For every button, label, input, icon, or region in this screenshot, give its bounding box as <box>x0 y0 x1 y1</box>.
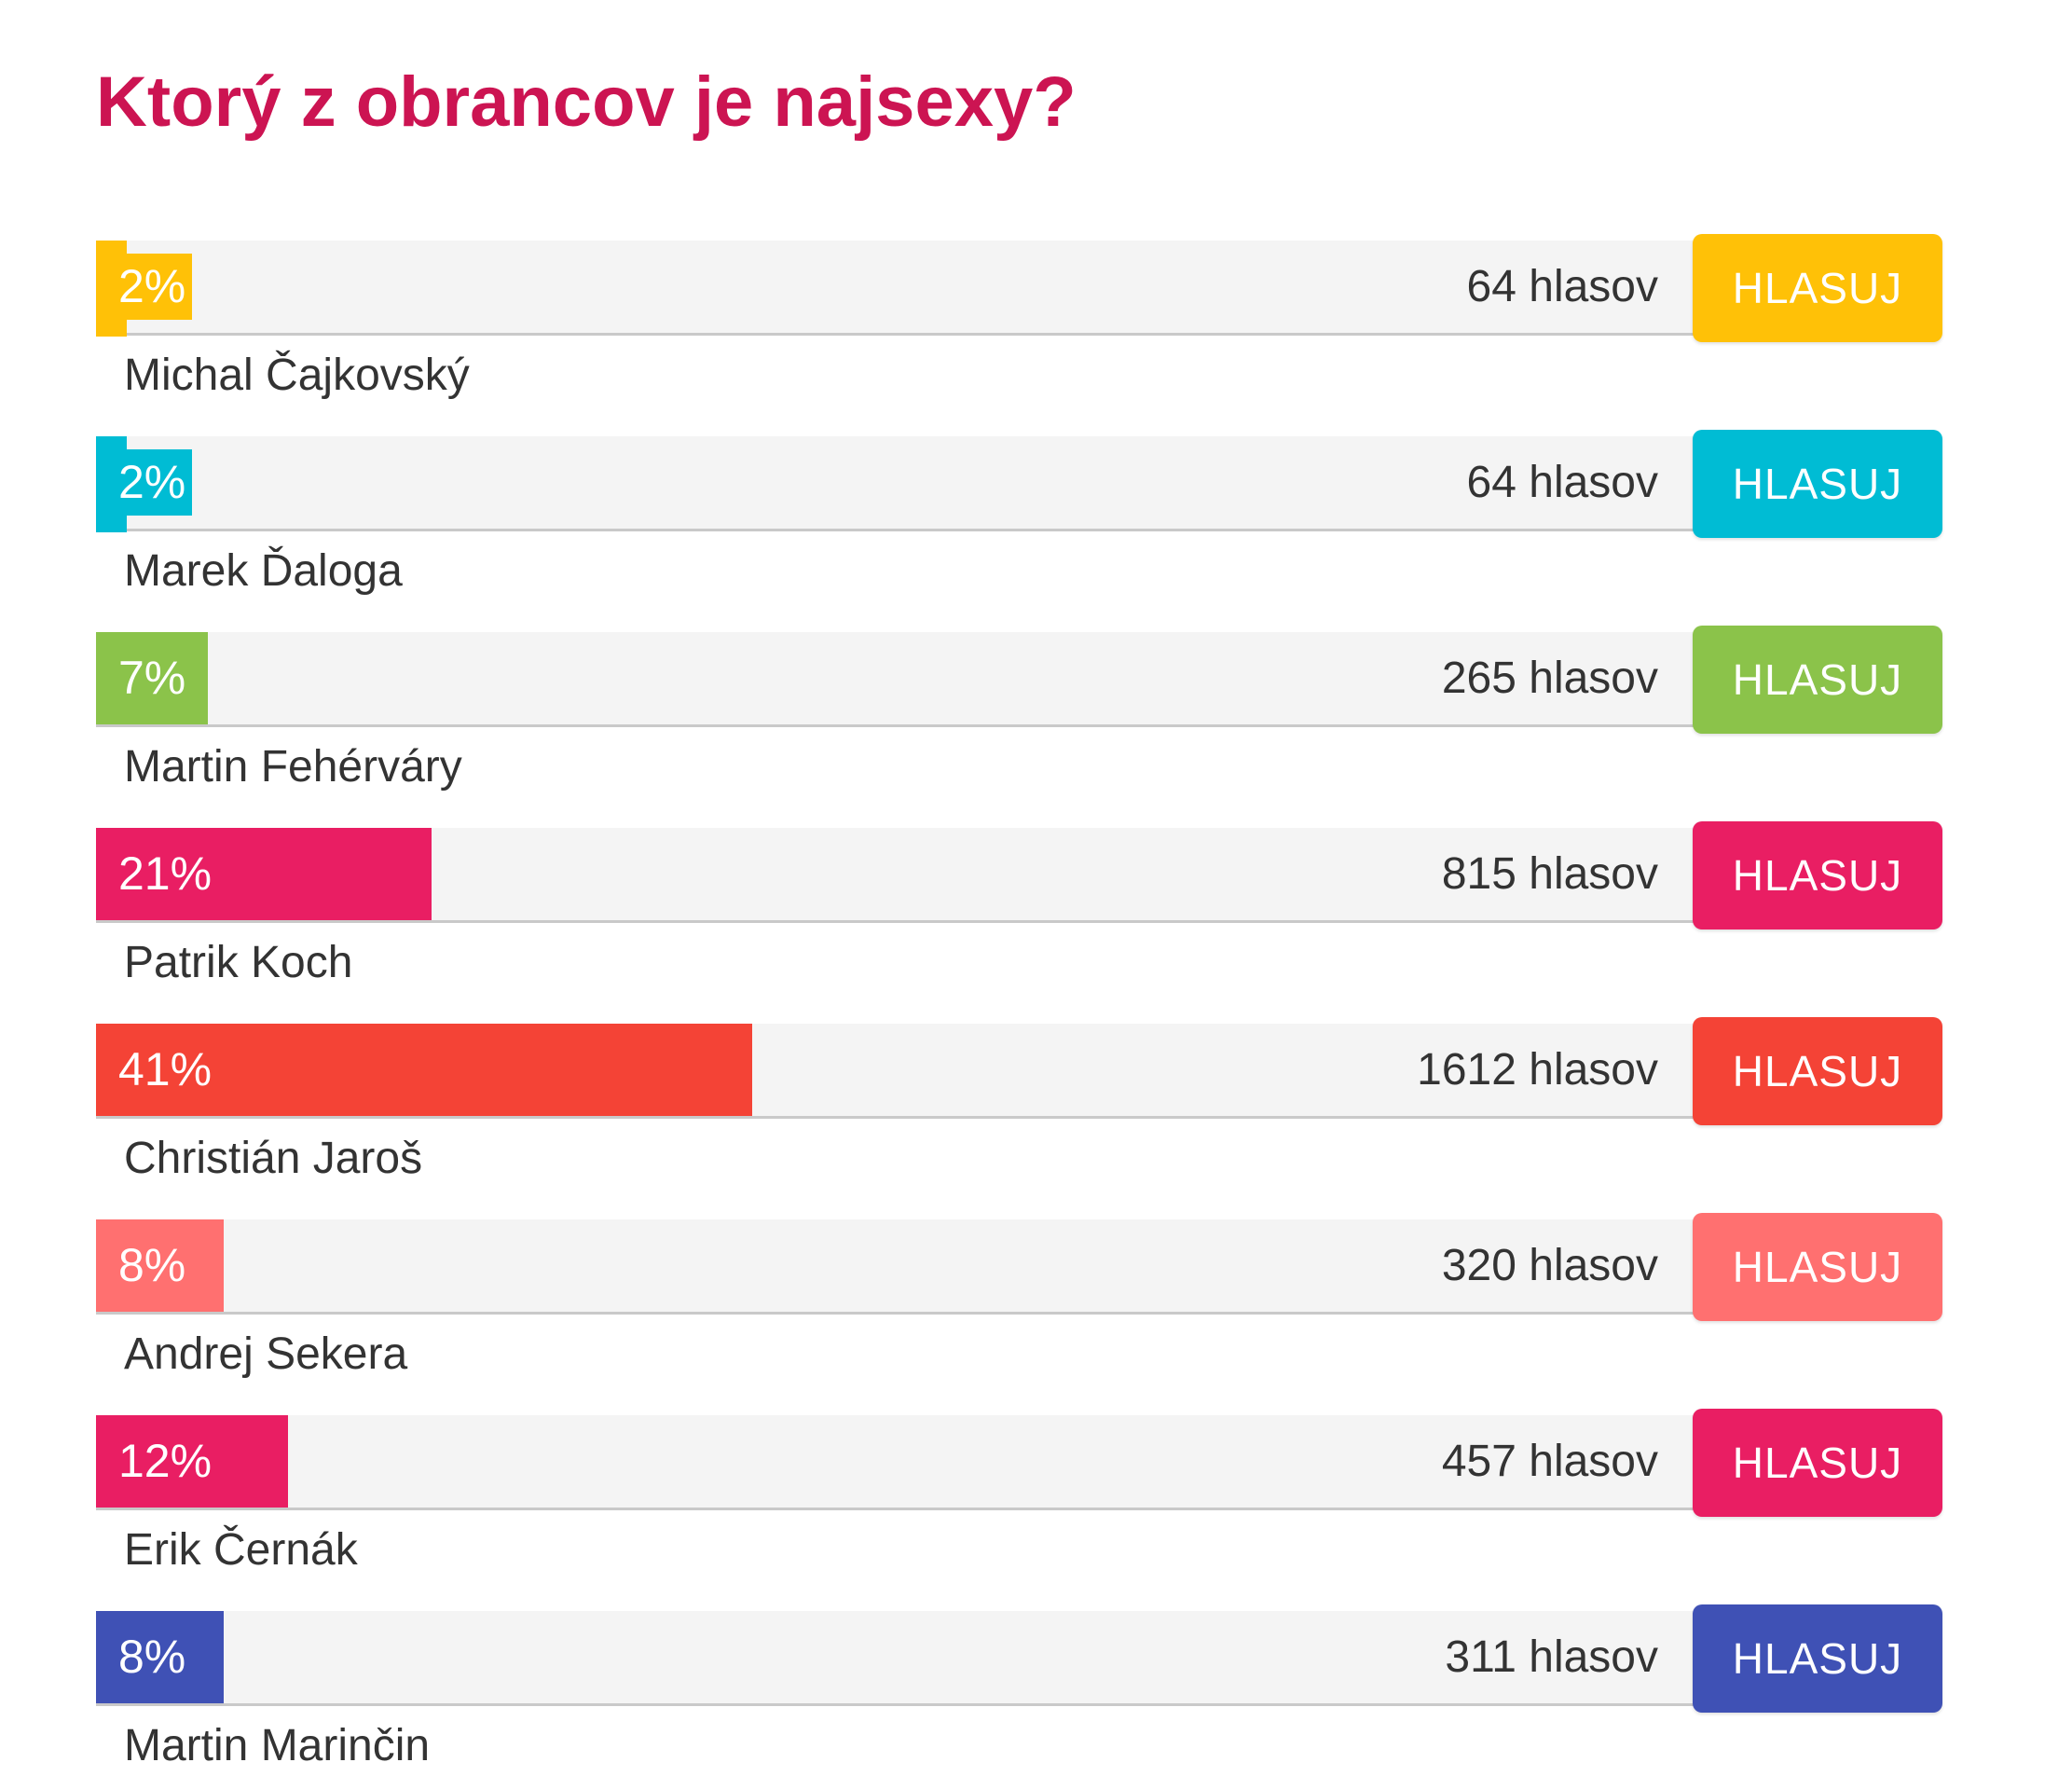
option-name: Martin Marinčin <box>124 1721 431 1770</box>
result-bar-track: 2% 64 hlasov <box>96 241 1695 337</box>
poll-option: 41% 1612 hlasov HLASUJ Christián Jaroš <box>96 1014 1960 1191</box>
vote-count: 1612 hlasov <box>1417 1045 1658 1095</box>
vote-count: 457 hlasov <box>1441 1437 1658 1486</box>
option-name: Patrik Koch <box>124 938 353 987</box>
result-bar-fill <box>96 1415 288 1508</box>
result-bar-track: 2% 64 hlasov <box>96 436 1695 532</box>
result-bar-track: 7% 265 hlasov <box>96 632 1695 727</box>
vote-button[interactable]: HLASUJ <box>1693 821 1942 929</box>
vote-button[interactable]: HLASUJ <box>1693 626 1942 734</box>
option-name: Michal Čajkovský <box>124 351 470 400</box>
vote-count: 64 hlasov <box>1466 458 1658 507</box>
vote-count: 815 hlasov <box>1441 849 1658 899</box>
percent-label: 8% <box>118 1239 186 1291</box>
result-bar-fill <box>96 828 432 920</box>
vote-count: 311 hlasov <box>1445 1632 1658 1682</box>
percent-label: 8% <box>118 1631 186 1683</box>
result-bar-track: 12% 457 hlasov <box>96 1415 1695 1510</box>
poll-option: 8% 311 hlasov HLASUJ Martin Marinčin <box>96 1602 1960 1779</box>
vote-button[interactable]: HLASUJ <box>1693 234 1942 342</box>
result-bar-track: 41% 1612 hlasov <box>96 1024 1695 1119</box>
percent-label: 12% <box>118 1435 213 1487</box>
poll-option: 12% 457 hlasov HLASUJ Erik Černák <box>96 1406 1960 1583</box>
result-bar-track: 8% 320 hlasov <box>96 1219 1695 1315</box>
vote-button[interactable]: HLASUJ <box>1693 430 1942 538</box>
poll-option: 7% 265 hlasov HLASUJ Martin Fehérváry <box>96 623 1960 800</box>
poll-option: 8% 320 hlasov HLASUJ Andrej Sekera <box>96 1210 1960 1387</box>
percent-label: 2% <box>118 456 186 508</box>
poll-title: Ktorý z obrancov je najsexy? <box>96 62 1077 142</box>
poll-option: 2% 64 hlasov HLASUJ Michal Čajkovský <box>96 231 1960 408</box>
percent-label: 21% <box>118 847 213 900</box>
percent-label: 2% <box>118 260 186 312</box>
result-bar-track: 21% 815 hlasov <box>96 828 1695 923</box>
option-name: Martin Fehérváry <box>124 742 462 792</box>
option-name: Marek Ďaloga <box>124 546 403 596</box>
vote-button[interactable]: HLASUJ <box>1693 1213 1942 1321</box>
percent-label: 7% <box>118 652 186 704</box>
option-name: Erik Černák <box>124 1525 358 1575</box>
vote-count: 64 hlasov <box>1466 262 1658 311</box>
percent-label: 41% <box>118 1043 213 1095</box>
result-bar-track: 8% 311 hlasov <box>96 1611 1695 1706</box>
result-bar-fill <box>96 436 192 532</box>
vote-button[interactable]: HLASUJ <box>1693 1409 1942 1517</box>
option-name: Christián Jaroš <box>124 1134 423 1183</box>
vote-count: 265 hlasov <box>1441 654 1658 703</box>
vote-button[interactable]: HLASUJ <box>1693 1604 1942 1713</box>
poll-option: 2% 64 hlasov HLASUJ Marek Ďaloga <box>96 427 1960 604</box>
vote-count: 320 hlasov <box>1441 1241 1658 1290</box>
result-bar-fill <box>96 1611 224 1703</box>
result-bar-fill <box>96 241 192 337</box>
option-name: Andrej Sekera <box>124 1329 408 1379</box>
result-bar-fill <box>96 1219 224 1312</box>
vote-button[interactable]: HLASUJ <box>1693 1017 1942 1125</box>
result-bar-fill <box>96 1024 752 1116</box>
result-bar-fill <box>96 632 208 724</box>
poll-option: 21% 815 hlasov HLASUJ Patrik Koch <box>96 819 1960 996</box>
